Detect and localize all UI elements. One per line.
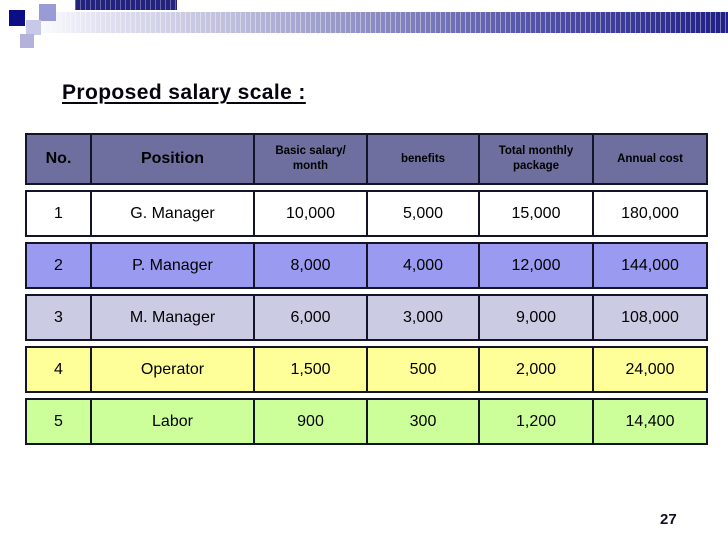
cell-no: 3: [54, 308, 63, 326]
cell-position: G. Manager: [90, 192, 253, 235]
cell-no: 2: [54, 256, 63, 274]
top-navy-bar: [75, 0, 177, 10]
cell-total-monthly: 2,000: [478, 348, 592, 391]
pixel-square-lavender: [26, 20, 41, 35]
pixel-square-periwinkle: [39, 4, 56, 21]
table-row-5: 5 Labor 900 300 1,200 14,400: [25, 398, 708, 445]
header-cell-basic-salary: Basic salary/ month: [253, 135, 366, 183]
page-number: 27: [660, 511, 677, 528]
table-row-1: 1 G. Manager 10,000 5,000 15,000 180,000: [25, 190, 708, 237]
cell-total-monthly: 9,000: [478, 296, 592, 339]
cell-basic-salary: 8,000: [253, 244, 366, 287]
salary-table: No. Position Basic salary/ month benefit…: [25, 133, 708, 450]
cell-annual-cost: 108,000: [592, 296, 706, 339]
cell-no: 1: [54, 204, 63, 222]
cell-basic-salary: 1,500: [253, 348, 366, 391]
cell-position: Operator: [90, 348, 253, 391]
header-cell-no: No.: [45, 150, 72, 167]
cell-position: M. Manager: [90, 296, 253, 339]
cell-benefits: 500: [366, 348, 478, 391]
cell-benefits: 4,000: [366, 244, 478, 287]
cell-position: Labor: [90, 400, 253, 443]
table-row-3: 3 M. Manager 6,000 3,000 9,000 108,000: [25, 294, 708, 341]
cell-benefits: 5,000: [366, 192, 478, 235]
cell-basic-salary: 6,000: [253, 296, 366, 339]
cell-position: P. Manager: [90, 244, 253, 287]
cell-total-monthly: 15,000: [478, 192, 592, 235]
cell-basic-salary: 900: [253, 400, 366, 443]
cell-basic-salary: 10,000: [253, 192, 366, 235]
pixel-square-navy: [9, 10, 25, 26]
cell-annual-cost: 24,000: [592, 348, 706, 391]
cell-no: 5: [54, 412, 63, 430]
slide-title: Proposed salary scale :: [62, 81, 306, 104]
cell-benefits: 3,000: [366, 296, 478, 339]
cell-annual-cost: 14,400: [592, 400, 706, 443]
cell-no: 4: [54, 360, 63, 378]
cell-annual-cost: 180,000: [592, 192, 706, 235]
table-row-4: 4 Operator 1,500 500 2,000 24,000: [25, 346, 708, 393]
cell-total-monthly: 12,000: [478, 244, 592, 287]
cell-benefits: 300: [366, 400, 478, 443]
table-row-2: 2 P. Manager 8,000 4,000 12,000 144,000: [25, 242, 708, 289]
header-cell-benefits: benefits: [366, 135, 478, 183]
gradient-banner: [30, 12, 728, 33]
pixel-square-light: [20, 34, 34, 48]
header-cell-position: Position: [90, 135, 253, 183]
header-cell-total-monthly: Total monthly package: [478, 135, 592, 183]
cell-total-monthly: 1,200: [478, 400, 592, 443]
cell-annual-cost: 144,000: [592, 244, 706, 287]
table-header-row: No. Position Basic salary/ month benefit…: [25, 133, 708, 185]
header-cell-annual-cost: Annual cost: [592, 135, 706, 183]
